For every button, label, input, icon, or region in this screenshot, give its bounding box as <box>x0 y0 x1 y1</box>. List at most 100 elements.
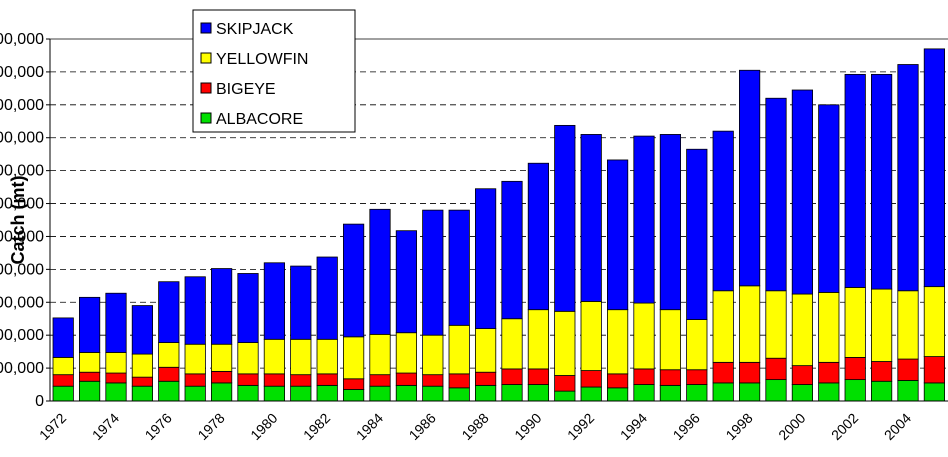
bar-segment <box>659 384 682 402</box>
bar-segment <box>290 374 312 387</box>
x-tick-label: 1992 <box>564 410 597 443</box>
y-tick-label: 1,800,000 <box>0 97 44 114</box>
bar-segment <box>897 64 919 292</box>
bar-segment <box>501 180 523 320</box>
bar-segment <box>342 378 365 390</box>
bar-segment <box>158 281 180 343</box>
bar-segment <box>818 291 840 363</box>
bar-segment <box>871 361 893 382</box>
bar-segment <box>263 338 286 375</box>
bar-segment <box>79 371 101 382</box>
bar-segment <box>474 188 497 329</box>
x-tick-label: 1998 <box>722 410 755 443</box>
bar-segment <box>712 382 734 402</box>
bar-segment <box>923 356 946 384</box>
bar-segment <box>210 382 233 402</box>
bar-segment <box>52 317 74 358</box>
bar-segment <box>210 370 233 384</box>
bar-segment <box>395 332 418 374</box>
bar-segment <box>316 338 338 375</box>
bar-segment <box>633 368 655 385</box>
bar-segment <box>210 268 233 345</box>
bar-segment <box>527 384 550 402</box>
bar-segment <box>369 385 391 402</box>
bar-segment <box>554 310 576 376</box>
bar-segment <box>290 338 312 376</box>
bar-segment <box>791 89 814 295</box>
x-tick-label: 2000 <box>775 410 808 443</box>
y-tick-label: 0 <box>35 393 44 410</box>
bar-segment <box>448 324 470 375</box>
bar-segment <box>818 382 840 402</box>
bar-segment <box>342 223 365 338</box>
x-tick-label: 1974 <box>89 410 122 443</box>
bar-segment <box>237 384 259 402</box>
bar-segment <box>290 265 312 340</box>
bar-segment <box>263 385 286 402</box>
bar-segment <box>52 385 74 402</box>
bar-segment <box>712 130 734 292</box>
bar-segment <box>369 208 391 335</box>
bar-segment <box>844 379 866 402</box>
bar-segment <box>448 209 470 326</box>
legend-label: ALBACORE <box>216 111 303 128</box>
bar-segment <box>923 286 946 357</box>
bar-segment <box>686 148 708 320</box>
bar-segment <box>448 387 470 402</box>
bar-segment <box>739 69 761 287</box>
bar-segment <box>607 387 629 402</box>
bar-segment <box>316 373 338 386</box>
bar-segment <box>474 384 497 402</box>
bar-segment <box>791 384 814 402</box>
bar-segment <box>448 373 470 389</box>
bar-segment <box>158 342 180 368</box>
bar-segment <box>580 370 602 388</box>
bar-segment <box>712 361 734 384</box>
bar-segment <box>897 358 919 381</box>
bar-segment <box>844 73 866 288</box>
bar-segment <box>580 134 602 302</box>
bar-segment <box>686 384 708 402</box>
bar-segment <box>184 276 206 345</box>
bar-segment <box>580 301 602 371</box>
bar-segment <box>527 309 550 370</box>
bar-segment <box>369 374 391 387</box>
legend-label: SKIPJACK <box>216 21 294 38</box>
x-tick-label: 1986 <box>406 410 439 443</box>
bar-segment <box>739 382 761 402</box>
bar-segment <box>184 343 206 375</box>
bar-segment <box>395 230 418 334</box>
bar-segment <box>79 352 101 373</box>
y-axis-label: Catch (mt) <box>8 175 28 264</box>
y-tick-label: 1,000,000 <box>0 228 44 245</box>
bar-segment <box>765 97 787 292</box>
bar-segment <box>422 374 444 387</box>
bar-segment <box>554 390 576 402</box>
bar-segment <box>818 104 840 293</box>
legend-swatch <box>200 22 212 34</box>
bar-segment <box>474 371 497 386</box>
bar-segment <box>316 256 338 340</box>
bar-segment <box>686 369 708 385</box>
bar-segment <box>633 302 655 370</box>
bar-segment <box>79 296 101 353</box>
bar-segment <box>712 290 734 363</box>
bar-segment <box>633 135 655 304</box>
bar-segment <box>52 356 74 376</box>
bar-segment <box>158 380 180 402</box>
legend-box <box>192 9 356 133</box>
bar-segment <box>607 309 629 375</box>
x-tick-label: 1978 <box>194 410 227 443</box>
bar-segment <box>474 328 497 373</box>
bar-segment <box>659 369 682 386</box>
y-tick-label: 200,000 <box>0 360 44 377</box>
bar-segment <box>739 361 761 384</box>
bar-segment <box>422 334 444 376</box>
bar-segment <box>633 384 655 402</box>
bar-segment <box>342 336 365 380</box>
bar-segment <box>105 372 127 384</box>
bar-segment <box>527 162 550 311</box>
bar-segment <box>422 385 444 402</box>
bar-segment <box>131 305 153 355</box>
x-tick-label: 1990 <box>511 410 544 443</box>
